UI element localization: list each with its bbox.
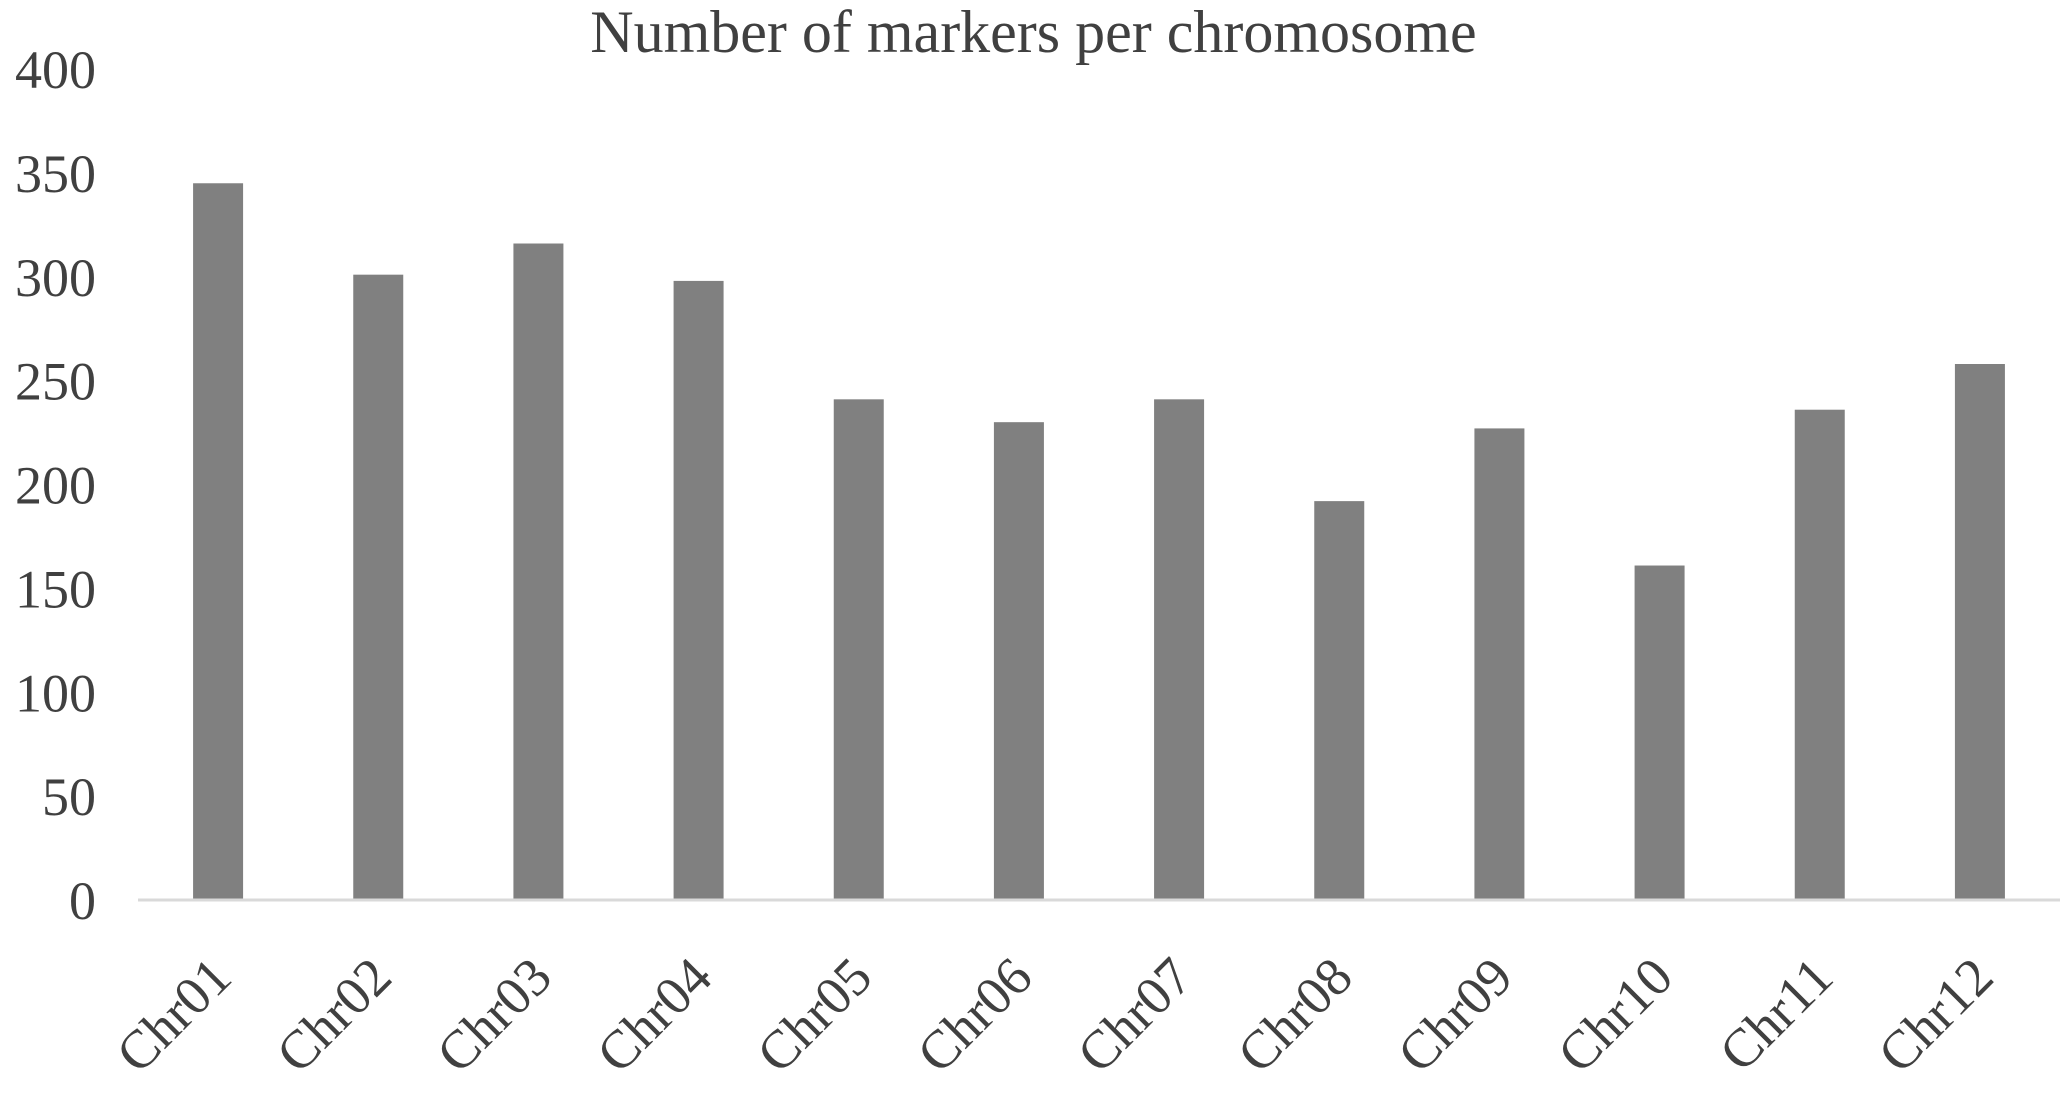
bar-chr06 xyxy=(993,422,1044,900)
x-tick-label: Chr05 xyxy=(745,946,883,1084)
y-tick-label: 350 xyxy=(15,144,96,204)
y-tick-label: 200 xyxy=(15,456,96,516)
x-tick-label: Chr10 xyxy=(1546,946,1684,1084)
x-tick-label: Chr04 xyxy=(585,946,723,1084)
x-tick-label: Chr08 xyxy=(1226,946,1364,1084)
y-tick-label: 50 xyxy=(42,767,96,827)
x-tick-label: Chr12 xyxy=(1867,946,2005,1084)
bar-chr10 xyxy=(1634,565,1685,900)
bar-chr09 xyxy=(1474,428,1525,900)
y-axis-ticks: 0 50 100 150 200 250 300 350 400 xyxy=(15,40,96,931)
y-tick-label: 100 xyxy=(15,663,96,723)
bar-chr12 xyxy=(1954,364,2005,900)
bar-chr01 xyxy=(193,183,244,900)
bar-chr07 xyxy=(1154,399,1205,900)
bar-chr11 xyxy=(1794,409,1845,900)
x-tick-label: Chr03 xyxy=(425,946,563,1084)
y-tick-label: 400 xyxy=(15,40,96,100)
chart-title: Number of markers per chromosome xyxy=(590,0,1477,65)
x-tick-label: Chr07 xyxy=(1066,946,1204,1084)
x-tick-label: Chr11 xyxy=(1708,946,1844,1082)
bar-chr08 xyxy=(1314,501,1365,900)
bar-chr05 xyxy=(833,399,884,900)
x-tick-label: Chr09 xyxy=(1386,946,1524,1084)
x-tick-label: Chr06 xyxy=(906,946,1044,1084)
bar-chr03 xyxy=(513,243,564,900)
y-tick-label: 300 xyxy=(15,248,96,308)
y-tick-label: 250 xyxy=(15,352,96,412)
x-tick-label: Chr02 xyxy=(265,946,403,1084)
y-tick-label: 150 xyxy=(15,559,96,619)
bar-chr02 xyxy=(353,274,404,900)
x-tick-label: Chr01 xyxy=(105,946,243,1084)
bar-chr04 xyxy=(673,280,724,900)
y-tick-label: 0 xyxy=(69,871,96,931)
bar-series xyxy=(193,183,2005,900)
x-axis-ticks: Chr01 Chr02 Chr03 Chr04 Chr05 Chr06 Chr07 Chr08… xyxy=(105,946,2005,1084)
